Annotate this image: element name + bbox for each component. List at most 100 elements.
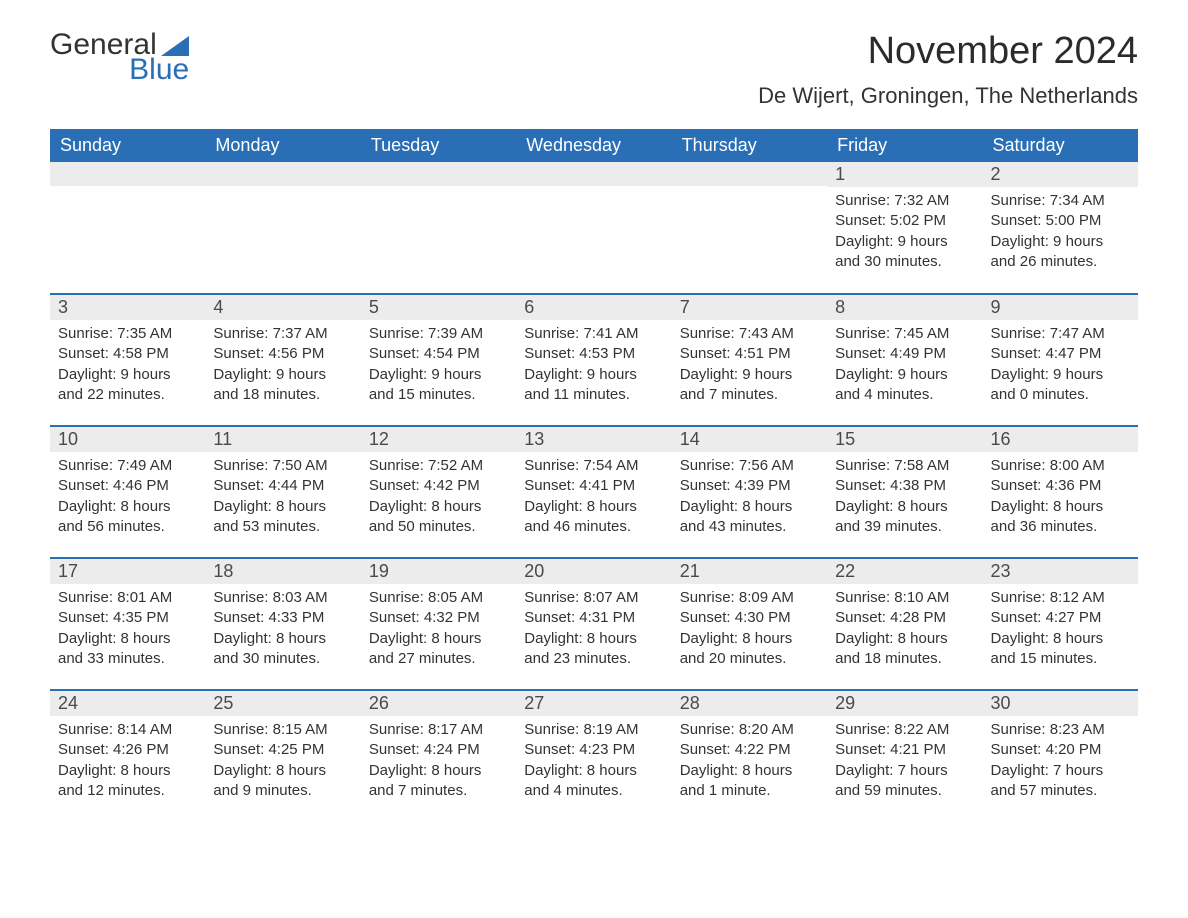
dl2-text: and 30 minutes. [835, 252, 974, 272]
sunset-text: Sunset: 4:38 PM [835, 476, 974, 496]
dl1-text: Daylight: 8 hours [524, 761, 663, 781]
day-details: Sunrise: 7:39 AMSunset: 4:54 PMDaylight:… [361, 320, 516, 413]
sunrise-text: Sunrise: 7:54 AM [524, 456, 663, 476]
day-details: Sunrise: 8:03 AMSunset: 4:33 PMDaylight:… [205, 584, 360, 677]
dl1-text: Daylight: 8 hours [991, 497, 1130, 517]
day-header: Monday [205, 129, 360, 162]
calendar-cell [672, 162, 827, 294]
day-header: Thursday [672, 129, 827, 162]
calendar-cell: 20Sunrise: 8:07 AMSunset: 4:31 PMDayligh… [516, 558, 671, 690]
day-details: Sunrise: 7:43 AMSunset: 4:51 PMDaylight:… [672, 320, 827, 413]
dl1-text: Daylight: 8 hours [213, 629, 352, 649]
calendar-cell: 28Sunrise: 8:20 AMSunset: 4:22 PMDayligh… [672, 690, 827, 822]
dl2-text: and 56 minutes. [58, 517, 197, 537]
day-details: Sunrise: 7:50 AMSunset: 4:44 PMDaylight:… [205, 452, 360, 545]
sunrise-text: Sunrise: 8:09 AM [680, 588, 819, 608]
sunrise-text: Sunrise: 7:34 AM [991, 191, 1130, 211]
dl2-text: and 43 minutes. [680, 517, 819, 537]
sunset-text: Sunset: 4:54 PM [369, 344, 508, 364]
sunrise-text: Sunrise: 8:17 AM [369, 720, 508, 740]
empty-day [50, 162, 205, 186]
sunset-text: Sunset: 4:46 PM [58, 476, 197, 496]
sunset-text: Sunset: 4:47 PM [991, 344, 1130, 364]
dl1-text: Daylight: 9 hours [213, 365, 352, 385]
day-details: Sunrise: 8:19 AMSunset: 4:23 PMDaylight:… [516, 716, 671, 809]
calendar-week-row: 10Sunrise: 7:49 AMSunset: 4:46 PMDayligh… [50, 426, 1138, 558]
sunset-text: Sunset: 4:31 PM [524, 608, 663, 628]
dl2-text: and 57 minutes. [991, 781, 1130, 801]
calendar-cell: 14Sunrise: 7:56 AMSunset: 4:39 PMDayligh… [672, 426, 827, 558]
sunset-text: Sunset: 4:58 PM [58, 344, 197, 364]
day-details: Sunrise: 8:14 AMSunset: 4:26 PMDaylight:… [50, 716, 205, 809]
dl2-text: and 36 minutes. [991, 517, 1130, 537]
day-number: 9 [983, 295, 1138, 320]
sunrise-text: Sunrise: 8:15 AM [213, 720, 352, 740]
day-number: 1 [827, 162, 982, 187]
day-details: Sunrise: 7:49 AMSunset: 4:46 PMDaylight:… [50, 452, 205, 545]
dl1-text: Daylight: 9 hours [835, 365, 974, 385]
calendar-cell: 12Sunrise: 7:52 AMSunset: 4:42 PMDayligh… [361, 426, 516, 558]
dl1-text: Daylight: 7 hours [991, 761, 1130, 781]
calendar-cell: 29Sunrise: 8:22 AMSunset: 4:21 PMDayligh… [827, 690, 982, 822]
day-details: Sunrise: 7:52 AMSunset: 4:42 PMDaylight:… [361, 452, 516, 545]
day-number: 18 [205, 559, 360, 584]
dl2-text: and 12 minutes. [58, 781, 197, 801]
sunset-text: Sunset: 5:00 PM [991, 211, 1130, 231]
sunrise-text: Sunrise: 7:45 AM [835, 324, 974, 344]
empty-day [205, 162, 360, 186]
sunset-text: Sunset: 4:30 PM [680, 608, 819, 628]
empty-day [516, 162, 671, 186]
dl1-text: Daylight: 9 hours [835, 232, 974, 252]
day-number: 25 [205, 691, 360, 716]
dl1-text: Daylight: 8 hours [369, 761, 508, 781]
day-number: 28 [672, 691, 827, 716]
day-details: Sunrise: 8:00 AMSunset: 4:36 PMDaylight:… [983, 452, 1138, 545]
calendar-cell: 27Sunrise: 8:19 AMSunset: 4:23 PMDayligh… [516, 690, 671, 822]
day-number: 29 [827, 691, 982, 716]
dl2-text: and 7 minutes. [369, 781, 508, 801]
dl2-text: and 9 minutes. [213, 781, 352, 801]
sunrise-text: Sunrise: 8:05 AM [369, 588, 508, 608]
calendar-cell [361, 162, 516, 294]
sunset-text: Sunset: 4:49 PM [835, 344, 974, 364]
day-details: Sunrise: 8:23 AMSunset: 4:20 PMDaylight:… [983, 716, 1138, 809]
day-details: Sunrise: 7:41 AMSunset: 4:53 PMDaylight:… [516, 320, 671, 413]
calendar-cell [516, 162, 671, 294]
day-details: Sunrise: 7:34 AMSunset: 5:00 PMDaylight:… [983, 187, 1138, 280]
day-details: Sunrise: 8:15 AMSunset: 4:25 PMDaylight:… [205, 716, 360, 809]
calendar-cell: 2Sunrise: 7:34 AMSunset: 5:00 PMDaylight… [983, 162, 1138, 294]
sunrise-text: Sunrise: 8:03 AM [213, 588, 352, 608]
dl2-text: and 26 minutes. [991, 252, 1130, 272]
day-number: 12 [361, 427, 516, 452]
dl2-text: and 27 minutes. [369, 649, 508, 669]
calendar-cell: 18Sunrise: 8:03 AMSunset: 4:33 PMDayligh… [205, 558, 360, 690]
day-details: Sunrise: 7:45 AMSunset: 4:49 PMDaylight:… [827, 320, 982, 413]
day-number: 17 [50, 559, 205, 584]
calendar-cell: 7Sunrise: 7:43 AMSunset: 4:51 PMDaylight… [672, 294, 827, 426]
calendar-cell: 10Sunrise: 7:49 AMSunset: 4:46 PMDayligh… [50, 426, 205, 558]
dl2-text: and 7 minutes. [680, 385, 819, 405]
calendar-week-row: 24Sunrise: 8:14 AMSunset: 4:26 PMDayligh… [50, 690, 1138, 822]
dl1-text: Daylight: 8 hours [680, 629, 819, 649]
sunset-text: Sunset: 4:51 PM [680, 344, 819, 364]
empty-day [361, 162, 516, 186]
calendar-cell: 17Sunrise: 8:01 AMSunset: 4:35 PMDayligh… [50, 558, 205, 690]
dl2-text: and 46 minutes. [524, 517, 663, 537]
dl1-text: Daylight: 8 hours [213, 497, 352, 517]
page-title: November 2024 [758, 30, 1138, 73]
dl2-text: and 4 minutes. [524, 781, 663, 801]
sunset-text: Sunset: 4:36 PM [991, 476, 1130, 496]
calendar-cell: 11Sunrise: 7:50 AMSunset: 4:44 PMDayligh… [205, 426, 360, 558]
day-number: 22 [827, 559, 982, 584]
dl1-text: Daylight: 8 hours [680, 497, 819, 517]
sunrise-text: Sunrise: 7:58 AM [835, 456, 974, 476]
sunset-text: Sunset: 4:23 PM [524, 740, 663, 760]
sunset-text: Sunset: 4:44 PM [213, 476, 352, 496]
day-details: Sunrise: 7:54 AMSunset: 4:41 PMDaylight:… [516, 452, 671, 545]
brand-logo: General Blue [50, 30, 189, 85]
sunrise-text: Sunrise: 7:56 AM [680, 456, 819, 476]
sunset-text: Sunset: 4:39 PM [680, 476, 819, 496]
calendar-cell: 4Sunrise: 7:37 AMSunset: 4:56 PMDaylight… [205, 294, 360, 426]
dl1-text: Daylight: 9 hours [369, 365, 508, 385]
sunset-text: Sunset: 4:32 PM [369, 608, 508, 628]
